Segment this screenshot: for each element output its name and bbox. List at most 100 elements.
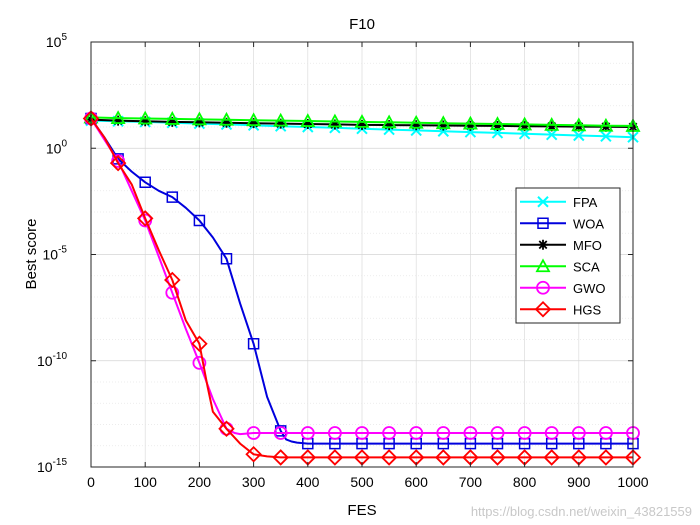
series-gwo	[84, 111, 640, 440]
legend-marker	[536, 280, 550, 295]
data-point-fpa	[573, 129, 585, 142]
legend-marker	[537, 196, 549, 208]
data-point-fpa	[518, 128, 531, 140]
data-point-sca	[164, 111, 180, 125]
data-point-hgs	[272, 449, 289, 466]
data-point-sca	[273, 112, 289, 127]
x-tick-label: 900	[567, 474, 591, 490]
data-point-woa	[166, 191, 179, 203]
data-point-hgs	[543, 449, 560, 466]
data-point-hgs	[489, 449, 506, 466]
legend: FPA WOA MFO SCA GWO HGS	[515, 187, 621, 324]
data-point-woa	[193, 214, 206, 227]
x-tick-label: 1000	[617, 474, 648, 490]
data-point-mfo	[546, 121, 557, 132]
legend-marker	[534, 300, 552, 318]
data-point-hgs	[164, 271, 181, 289]
data-point-sca	[191, 111, 207, 126]
data-point-hgs	[597, 449, 615, 466]
data-point-gwo	[436, 426, 451, 440]
data-point-sca	[435, 115, 451, 130]
legend-marker	[535, 258, 551, 273]
legend-marker	[537, 217, 549, 229]
legend-item-woa: WOA	[520, 216, 604, 231]
y-axis-label: Best score	[23, 219, 40, 290]
legend-label: GWO	[573, 281, 606, 296]
data-point-mfo	[248, 118, 259, 129]
x-tick-label: 600	[405, 474, 429, 490]
data-point-gwo	[571, 426, 586, 440]
data-point-mfo	[465, 120, 476, 131]
data-point-mfo	[438, 120, 449, 131]
legend-label: FPA	[573, 195, 598, 210]
data-point-mfo	[221, 117, 232, 128]
data-point-sca	[300, 113, 316, 127]
data-point-hgs	[326, 449, 344, 466]
data-point-sca	[110, 110, 126, 124]
data-point-mfo	[167, 116, 178, 127]
y-tick-label: 10-5	[43, 245, 68, 263]
data-point-fpa	[545, 128, 558, 141]
data-point-sca	[571, 117, 587, 132]
data-point-sca	[544, 116, 560, 131]
data-point-sca	[489, 116, 506, 130]
data-point-mfo	[519, 121, 530, 132]
data-point-gwo	[273, 426, 288, 440]
legend-label: MFO	[573, 238, 602, 253]
data-point-mfo	[275, 118, 286, 129]
data-point-sca	[327, 113, 343, 128]
legend-item-mfo: MFO	[520, 238, 602, 253]
x-tick-label: 700	[459, 474, 483, 490]
data-point-mfo	[492, 120, 503, 131]
data-point-mfo	[140, 116, 151, 127]
data-point-gwo	[300, 426, 315, 440]
data-point-gwo	[409, 426, 424, 440]
data-point-gwo	[599, 426, 613, 440]
legend-item-sca: SCA	[520, 258, 600, 274]
data-point-hgs	[136, 210, 154, 227]
data-point-mfo	[384, 120, 395, 131]
x-tick-label: 200	[188, 474, 212, 490]
data-point-mfo	[600, 121, 611, 132]
x-tick-label: 300	[242, 474, 266, 490]
data-point-mfo	[113, 115, 124, 126]
data-point-gwo	[355, 426, 369, 440]
data-point-sca	[354, 114, 370, 128]
y-tick-label: 100	[46, 138, 68, 156]
data-point-hgs	[218, 420, 235, 438]
y-tick-label: 10-10	[37, 351, 67, 369]
ticks: 0 100 200 300 400 500 600 700 800 900 1000 10-15 10-…	[37, 32, 649, 490]
legend-label: SCA	[573, 259, 600, 274]
x-axis-label: FES	[347, 502, 376, 519]
legend-box	[515, 187, 621, 324]
watermark: https://blog.csdn.net/weixin_43821559	[470, 504, 692, 519]
data-point-mfo	[573, 121, 584, 132]
data-point-mfo	[194, 117, 205, 128]
data-point-fpa	[600, 130, 612, 143]
data-point-mfo	[302, 119, 313, 130]
data-point-sca	[381, 114, 397, 129]
legend-label: WOA	[573, 216, 604, 231]
data-point-woa	[247, 338, 260, 350]
y-tick-label: 10-15	[37, 457, 67, 475]
data-point-hgs	[380, 449, 398, 466]
legend-item-fpa: FPA	[520, 195, 598, 210]
data-point-gwo	[327, 426, 342, 440]
data-point-hgs	[109, 154, 127, 172]
x-tick-label: 0	[87, 474, 95, 490]
series-line-gwo	[90, 117, 633, 436]
x-tick-label: 400	[296, 474, 320, 490]
legend-marker	[538, 239, 548, 250]
x-tick-label: 800	[513, 474, 537, 490]
data-point-gwo	[517, 426, 532, 440]
data-point-gwo	[490, 426, 505, 440]
data-point-gwo	[544, 426, 559, 440]
series-mfo	[86, 114, 638, 132]
series-sca	[83, 109, 641, 132]
legend-label: HGS	[573, 302, 602, 317]
series-hgs	[82, 110, 642, 466]
data-point-sca	[462, 115, 478, 130]
data-point-mfo	[357, 119, 367, 130]
legend-item-hgs: HGS	[520, 300, 602, 318]
